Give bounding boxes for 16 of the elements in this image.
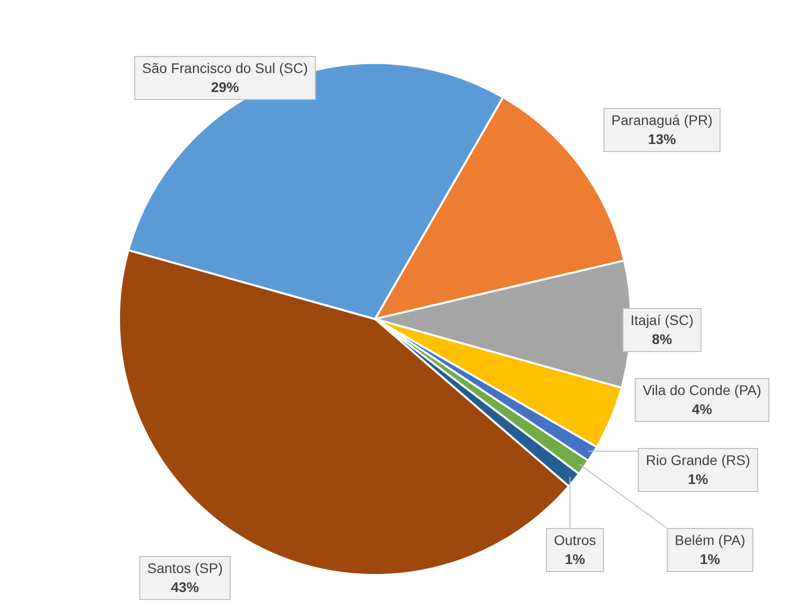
slice-label: Belém (PA) [674, 532, 746, 548]
data-label: 1% [564, 550, 586, 567]
slice-label: Outros [554, 532, 596, 548]
slice-label: Itajaí (SC) [630, 312, 694, 328]
data-label: 43% [170, 578, 200, 595]
slice-label: Santos (SP) [147, 560, 223, 576]
data-label: 4% [692, 400, 713, 417]
data-label: 29% [210, 78, 240, 95]
data-label: 1% [688, 470, 709, 487]
slice-label: Paranaguá (PR) [611, 112, 713, 128]
data-label: 1% [700, 550, 721, 567]
slice-label: Vila do Conde (PA) [642, 382, 762, 398]
data-label: 8% [652, 330, 673, 347]
data-label: 13% [648, 130, 677, 147]
slice-label: Rio Grande (RS) [646, 452, 750, 468]
slice-label: São Francisco do Sul (SC) [142, 60, 308, 76]
